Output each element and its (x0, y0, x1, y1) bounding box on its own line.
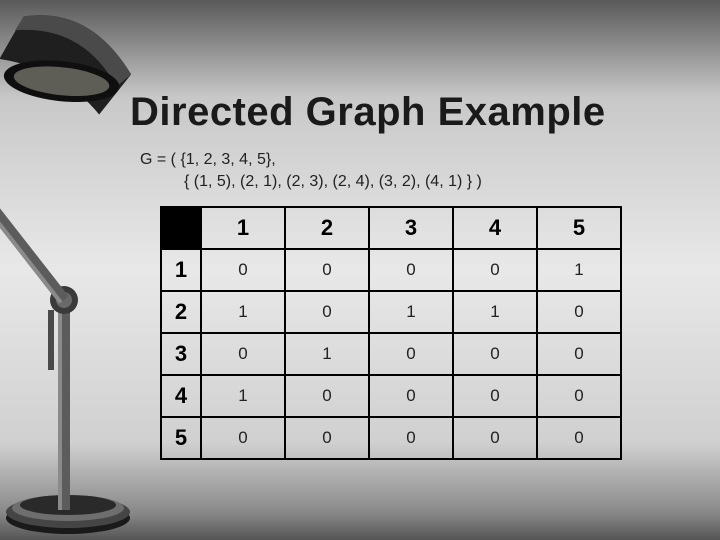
matrix-cell: 1 (201, 375, 285, 417)
matrix-cell: 0 (537, 417, 621, 459)
definition-line-2: { (1, 5), (2, 1), (2, 3), (2, 4), (3, 2)… (184, 171, 690, 193)
col-header: 2 (285, 207, 369, 249)
table-corner-cell (161, 207, 201, 249)
matrix-cell: 0 (537, 291, 621, 333)
matrix-cell: 0 (537, 375, 621, 417)
row-header: 5 (161, 417, 201, 459)
matrix-cell: 0 (285, 417, 369, 459)
matrix-cell: 0 (453, 375, 537, 417)
matrix-cell: 0 (369, 249, 453, 291)
matrix-cell: 0 (201, 249, 285, 291)
matrix-cell: 0 (285, 291, 369, 333)
col-header: 3 (369, 207, 453, 249)
matrix-cell: 0 (285, 375, 369, 417)
page-title: Directed Graph Example (130, 90, 690, 135)
row-header: 1 (161, 249, 201, 291)
matrix-cell: 0 (201, 417, 285, 459)
slide-content: Directed Graph Example G = ( {1, 2, 3, 4… (130, 90, 690, 460)
matrix-cell: 0 (369, 417, 453, 459)
matrix-cell: 1 (285, 333, 369, 375)
col-header: 4 (453, 207, 537, 249)
matrix-cell: 1 (453, 291, 537, 333)
table-row: 5 0 0 0 0 0 (161, 417, 621, 459)
matrix-cell: 1 (537, 249, 621, 291)
definition-line-1: G = ( {1, 2, 3, 4, 5}, (140, 149, 690, 171)
matrix-cell: 0 (453, 333, 537, 375)
adjacency-matrix: 1 2 3 4 5 1 0 0 0 0 1 2 1 0 1 1 0 3 0 1 … (160, 206, 622, 460)
row-header: 3 (161, 333, 201, 375)
table-row: 2 1 0 1 1 0 (161, 291, 621, 333)
row-header: 4 (161, 375, 201, 417)
matrix-cell: 0 (453, 249, 537, 291)
matrix-cell: 1 (201, 291, 285, 333)
table-row: 1 0 0 0 0 1 (161, 249, 621, 291)
row-header: 2 (161, 291, 201, 333)
table-row: 3 0 1 0 0 0 (161, 333, 621, 375)
table-row: 4 1 0 0 0 0 (161, 375, 621, 417)
matrix-cell: 0 (285, 249, 369, 291)
graph-definition: G = ( {1, 2, 3, 4, 5}, { (1, 5), (2, 1),… (140, 149, 690, 192)
table-header-row: 1 2 3 4 5 (161, 207, 621, 249)
matrix-cell: 0 (453, 417, 537, 459)
matrix-cell: 0 (369, 375, 453, 417)
matrix-cell: 0 (369, 333, 453, 375)
matrix-cell: 0 (201, 333, 285, 375)
col-header: 5 (537, 207, 621, 249)
matrix-cell: 0 (537, 333, 621, 375)
col-header: 1 (201, 207, 285, 249)
matrix-cell: 1 (369, 291, 453, 333)
